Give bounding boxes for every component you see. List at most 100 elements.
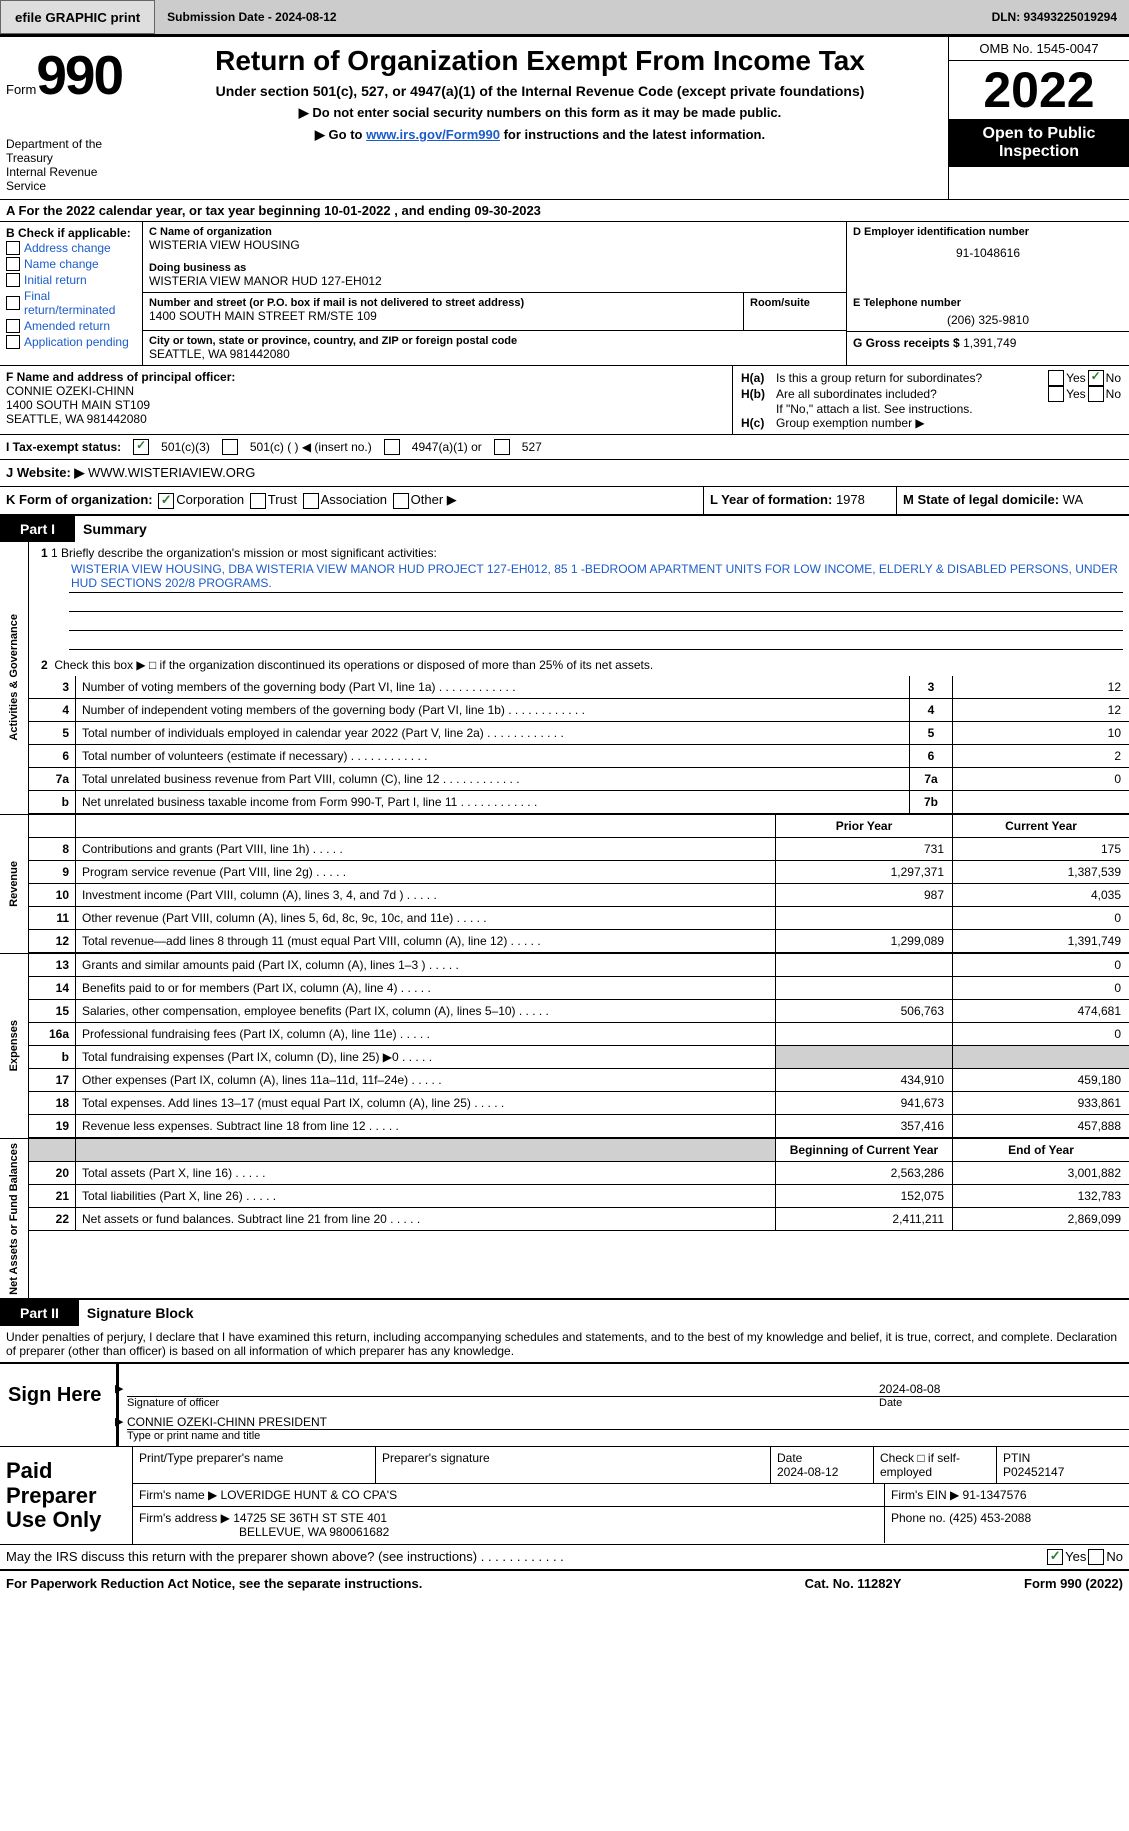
firm-addr-2: BELLEVUE, WA 980061682	[239, 1525, 389, 1539]
room-label: Room/suite	[750, 297, 840, 309]
sign-here-label: Sign Here	[0, 1364, 116, 1446]
firm-name-label: Firm's name ▶	[139, 1488, 217, 1502]
financial-row: 14 Benefits paid to or for members (Part…	[29, 977, 1129, 1000]
chk-address-change[interactable]: Address change	[6, 240, 136, 256]
financial-row: b Total fundraising expenses (Part IX, c…	[29, 1046, 1129, 1069]
website: WWW.WISTERIAVIEW.ORG	[88, 465, 255, 480]
hb-yes[interactable]	[1048, 386, 1064, 402]
discuss-no[interactable]	[1088, 1549, 1104, 1565]
state-domicile: WA	[1063, 492, 1083, 507]
sig-officer-label: Signature of officer	[127, 1397, 879, 1409]
open-to-public: Open to Public Inspection	[949, 119, 1129, 167]
financial-row: 16a Professional fundraising fees (Part …	[29, 1023, 1129, 1046]
line2: 2 Check this box ▶ □ if the organization…	[29, 654, 1129, 676]
financial-row: 18 Total expenses. Add lines 13–17 (must…	[29, 1092, 1129, 1115]
part1-header: Part I Summary	[0, 514, 1129, 542]
chk-amended[interactable]: Amended return	[6, 318, 136, 334]
chk-final-return[interactable]: Final return/terminated	[6, 288, 136, 318]
firm-name: LOVERIDGE HUNT & CO CPA'S	[221, 1488, 398, 1502]
paid-preparer-label: Paid Preparer Use Only	[0, 1447, 132, 1544]
city-state-zip: SEATTLE, WA 981442080	[149, 347, 840, 361]
part1-title: Summary	[83, 521, 147, 537]
ptin: P02452147	[1003, 1465, 1064, 1479]
discuss-text: May the IRS discuss this return with the…	[6, 1549, 564, 1564]
expenses-side-label: Expenses	[0, 954, 29, 1138]
paid-preparer-block: Paid Preparer Use Only Print/Type prepar…	[0, 1446, 1129, 1544]
dln: DLN: 93493225019294	[980, 0, 1129, 34]
cat-no: Cat. No. 11282Y	[753, 1576, 953, 1591]
preparer-sig-label: Preparer's signature	[376, 1447, 771, 1483]
k-label: K Form of organization:	[6, 492, 153, 507]
prior-year-hdr: Prior Year	[775, 815, 952, 837]
submission-date: Submission Date - 2024-08-12	[155, 0, 348, 34]
begin-year-hdr: Beginning of Current Year	[775, 1139, 952, 1161]
financial-row: 15 Salaries, other compensation, employe…	[29, 1000, 1129, 1023]
irs-label: Internal Revenue Service	[6, 165, 126, 193]
chk-527[interactable]	[494, 439, 510, 455]
chk-application-pending[interactable]: Application pending	[6, 334, 136, 350]
summary-row: 4 Number of independent voting members o…	[29, 699, 1129, 722]
ptin-label: PTIN	[1003, 1451, 1030, 1465]
net-assets-side-label: Net Assets or Fund Balances	[0, 1139, 29, 1299]
hb-note: If "No," attach a list. See instructions…	[741, 402, 1121, 416]
firm-ein-label: Firm's EIN ▶	[891, 1488, 959, 1502]
prep-date-label: Date	[777, 1451, 802, 1465]
instr-goto: ▶ Go to www.irs.gov/Form990 for instruct…	[140, 127, 940, 143]
form-990-footer: Form 990 (2022)	[953, 1576, 1123, 1591]
part1-bar: Part I	[0, 516, 75, 542]
ha-yes[interactable]	[1048, 370, 1064, 386]
ha-no[interactable]	[1088, 370, 1104, 386]
chk-trust[interactable]	[250, 493, 266, 509]
form-title: Return of Organization Exempt From Incom…	[140, 45, 940, 77]
officer-name: CONNIE OZEKI-CHINN	[6, 384, 134, 398]
chk-assoc[interactable]	[303, 493, 319, 509]
financial-row: 19 Revenue less expenses. Subtract line …	[29, 1115, 1129, 1138]
financial-row: 11 Other revenue (Part VIII, column (A),…	[29, 907, 1129, 930]
e-phone-label: E Telephone number	[853, 297, 1123, 309]
summary-row: 5 Total number of individuals employed i…	[29, 722, 1129, 745]
chk-other[interactable]	[393, 493, 409, 509]
ein: 91-1048616	[853, 246, 1123, 260]
financial-row: 12 Total revenue—add lines 8 through 11 …	[29, 930, 1129, 953]
financial-row: 21 Total liabilities (Part X, line 26) 1…	[29, 1185, 1129, 1208]
financial-row: 8 Contributions and grants (Part VIII, l…	[29, 838, 1129, 861]
footer-row: For Paperwork Reduction Act Notice, see …	[0, 1569, 1129, 1596]
paperwork-notice: For Paperwork Reduction Act Notice, see …	[6, 1576, 753, 1591]
m-label: M State of legal domicile:	[903, 492, 1059, 507]
efile-print-button[interactable]: efile GRAPHIC print	[0, 0, 155, 34]
summary-row: 7a Total unrelated business revenue from…	[29, 768, 1129, 791]
firm-addr-1: 14725 SE 36TH ST STE 401	[233, 1511, 387, 1525]
chk-initial-return[interactable]: Initial return	[6, 272, 136, 288]
self-employed-chk[interactable]: Check □ if self-employed	[874, 1447, 997, 1483]
discuss-yes[interactable]	[1047, 1549, 1063, 1565]
hb-no[interactable]	[1088, 386, 1104, 402]
sign-here-block: Sign Here 2024-08-08 Signature of office…	[0, 1362, 1129, 1446]
chk-501c[interactable]	[222, 439, 238, 455]
discuss-row: May the IRS discuss this return with the…	[0, 1544, 1129, 1569]
preparer-name-label: Print/Type preparer's name	[133, 1447, 376, 1483]
financial-row: 9 Program service revenue (Part VIII, li…	[29, 861, 1129, 884]
chk-4947[interactable]	[384, 439, 400, 455]
chk-501c3[interactable]	[133, 439, 149, 455]
financial-row: 17 Other expenses (Part IX, column (A), …	[29, 1069, 1129, 1092]
row-i: I Tax-exempt status: 501(c)(3) 501(c) ( …	[0, 434, 1129, 459]
firm-phone-label: Phone no.	[891, 1511, 946, 1525]
tax-year: 2022	[949, 61, 1129, 119]
street-address: 1400 SOUTH MAIN STREET RM/STE 109	[149, 309, 737, 323]
end-year-hdr: End of Year	[952, 1139, 1129, 1161]
firm-ein: 91-1347576	[963, 1488, 1027, 1502]
financial-row: 10 Investment income (Part VIII, column …	[29, 884, 1129, 907]
chk-corp[interactable]	[158, 493, 174, 509]
chk-name-change[interactable]: Name change	[6, 256, 136, 272]
irs-link[interactable]: www.irs.gov/Form990	[366, 127, 500, 142]
firm-phone: (425) 453-2088	[949, 1511, 1031, 1525]
hb-label: H(b)	[741, 387, 776, 401]
financial-row: 22 Net assets or fund balances. Subtract…	[29, 1208, 1129, 1231]
prep-date: 2024-08-12	[777, 1465, 838, 1479]
g-label: G Gross receipts $	[853, 336, 960, 350]
hc-label: H(c)	[741, 416, 776, 430]
omb-number: OMB No. 1545-0047	[949, 37, 1129, 61]
gross-receipts: 1,391,749	[963, 336, 1016, 350]
instr-no-ssn: ▶ Do not enter social security numbers o…	[140, 105, 940, 121]
b-label: B Check if applicable:	[6, 226, 136, 240]
